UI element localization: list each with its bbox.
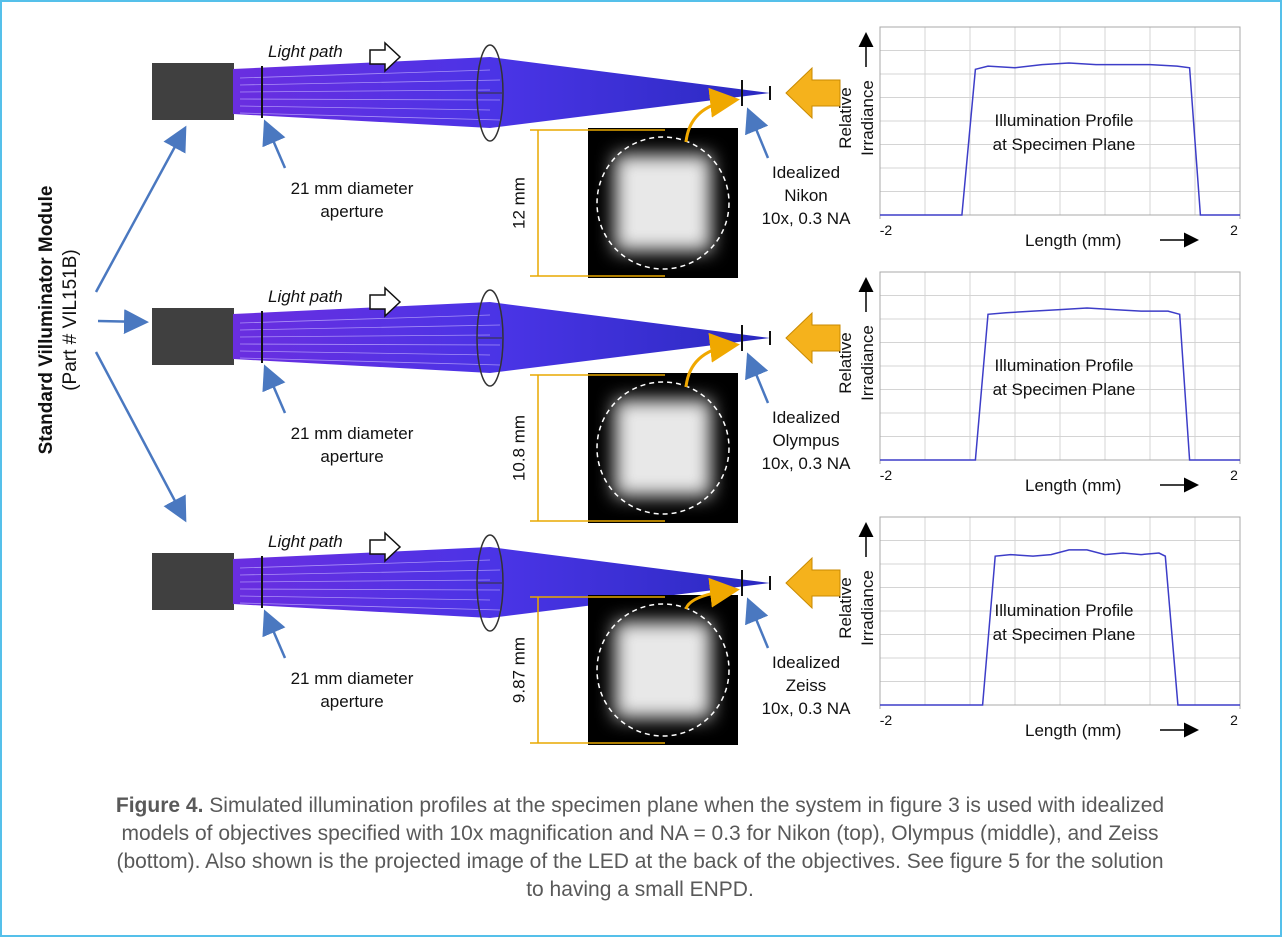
led-image: [615, 622, 711, 718]
x-axis-label: Length (mm): [1025, 476, 1121, 495]
x-tick-label: 2: [1230, 222, 1238, 238]
light-path-label: Light path: [268, 532, 343, 551]
y-axis-label: Relative: [836, 332, 855, 393]
objective-label: 10x, 0.3 NA: [762, 699, 851, 718]
objective-label: 10x, 0.3 NA: [762, 454, 851, 473]
aperture-pointer: [266, 614, 285, 658]
led-image: [615, 155, 711, 251]
aperture-label: 21 mm diameter: [291, 669, 414, 688]
caption-text: Simulated illumination profiles at the s…: [116, 794, 1164, 901]
led-source: [152, 553, 234, 610]
light-path-label: Light path: [268, 287, 343, 306]
x-tick-label: -2: [880, 222, 893, 238]
x-tick-label: -2: [880, 467, 893, 483]
profile-annotation: at Specimen Plane: [993, 135, 1136, 154]
aperture-label: 21 mm diameter: [291, 424, 414, 443]
objective-pointer: [749, 357, 768, 403]
led-source: [152, 308, 234, 365]
image-size-label: 10.8 mm: [509, 415, 528, 481]
x-axis-label: Length (mm): [1025, 721, 1121, 740]
figure: Standard Villuminator Module (Part # VIL…: [0, 0, 1282, 790]
page: {"side_label": {"title": "Standard Villu…: [0, 0, 1282, 937]
module-arrow: [96, 352, 184, 518]
aperture-label: 21 mm diameter: [291, 179, 414, 198]
objective-arrow: [786, 68, 840, 118]
profile-annotation: at Specimen Plane: [993, 380, 1136, 399]
aperture-pointer: [266, 369, 285, 413]
objective-pointer: [749, 602, 768, 648]
caption: Figure 4. Simulated illumination profile…: [110, 792, 1170, 904]
objective-label: Olympus: [772, 431, 839, 450]
image-size-label: 12 mm: [509, 177, 528, 229]
module-arrow: [98, 321, 144, 322]
objective-arrow: [786, 558, 840, 608]
objective-label: 10x, 0.3 NA: [762, 209, 851, 228]
profile-annotation: Illumination Profile: [995, 601, 1134, 620]
caption-label: Figure 4.: [116, 794, 204, 817]
y-axis-label: Relative: [836, 577, 855, 638]
x-tick-label: 2: [1230, 712, 1238, 728]
x-tick-label: -2: [880, 712, 893, 728]
aperture-label: aperture: [320, 447, 383, 466]
y-axis-label: Irradiance: [858, 570, 877, 646]
light-path-label: Light path: [268, 42, 343, 61]
led-image: [615, 400, 711, 496]
module-arrow: [96, 130, 184, 292]
module-title: Standard Villuminator Module: [36, 186, 57, 455]
aperture-label: aperture: [320, 202, 383, 221]
objective-label: Nikon: [784, 186, 827, 205]
objective-pointer: [749, 112, 768, 158]
objective-label: Idealized: [772, 408, 840, 427]
objective-label: Idealized: [772, 163, 840, 182]
aperture-pointer: [266, 124, 285, 168]
module-part: (Part # VIL151B): [60, 249, 81, 391]
profile-annotation: Illumination Profile: [995, 111, 1134, 130]
image-size-label: 9.87 mm: [509, 637, 528, 703]
aperture-label: aperture: [320, 692, 383, 711]
profile-annotation: Illumination Profile: [995, 356, 1134, 375]
profile-annotation: at Specimen Plane: [993, 625, 1136, 644]
objective-label: Idealized: [772, 653, 840, 672]
y-axis-label: Irradiance: [858, 325, 877, 401]
objective-label: Zeiss: [786, 676, 827, 695]
x-tick-label: 2: [1230, 467, 1238, 483]
led-source: [152, 63, 234, 120]
y-axis-label: Irradiance: [858, 80, 877, 156]
objective-arrow: [786, 313, 840, 363]
x-axis-label: Length (mm): [1025, 231, 1121, 250]
y-axis-label: Relative: [836, 87, 855, 148]
